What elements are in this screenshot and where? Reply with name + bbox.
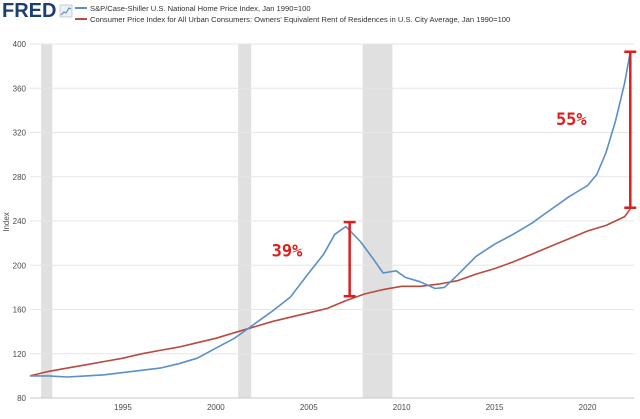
x-tick-label-2010: 2010: [393, 403, 411, 412]
fred-sparkline-icon: [59, 4, 73, 18]
x-tick-label-1995: 1995: [114, 403, 132, 412]
y-tick-label-360: 360: [13, 84, 27, 93]
legend-label-rent: Consumer Price Index for All Urban Consu…: [90, 15, 510, 24]
y-tick-label-400: 400: [13, 40, 27, 49]
y-tick-label-240: 240: [13, 217, 27, 226]
x-tick-label-2005: 2005: [300, 403, 318, 412]
home-price-line: [30, 51, 632, 378]
annotation-label-0: 39%: [272, 241, 303, 261]
y-tick-label-280: 280: [13, 173, 27, 182]
annotation-label-1: 55%: [556, 110, 587, 130]
y-tick-label-200: 200: [13, 261, 27, 270]
y-tick-label-320: 320: [13, 129, 27, 138]
x-tick-label-2000: 2000: [207, 403, 225, 412]
legend-label-home-price: S&P/Case-Shiller U.S. National Home Pric…: [90, 4, 311, 13]
y-tick-label-80: 80: [17, 394, 26, 403]
y-axis-label: Index: [2, 212, 11, 232]
legend: S&P/Case-Shiller U.S. National Home Pric…: [75, 4, 510, 24]
fred-logo[interactable]: FRED: [2, 0, 56, 22]
series: [29, 51, 632, 378]
y-tick-label-120: 120: [13, 350, 27, 359]
y-tick-label-160: 160: [13, 306, 27, 315]
rent-cpi-line: [29, 208, 631, 377]
annotations: 39% 55%: [272, 50, 637, 298]
x-tick-label-2015: 2015: [486, 403, 504, 412]
x-tick-label-2020: 2020: [579, 403, 597, 412]
grid: [30, 43, 634, 399]
axes: 80 120 160 200 240 280 320 360 400 1995 2000 2005 20…: [13, 40, 634, 412]
